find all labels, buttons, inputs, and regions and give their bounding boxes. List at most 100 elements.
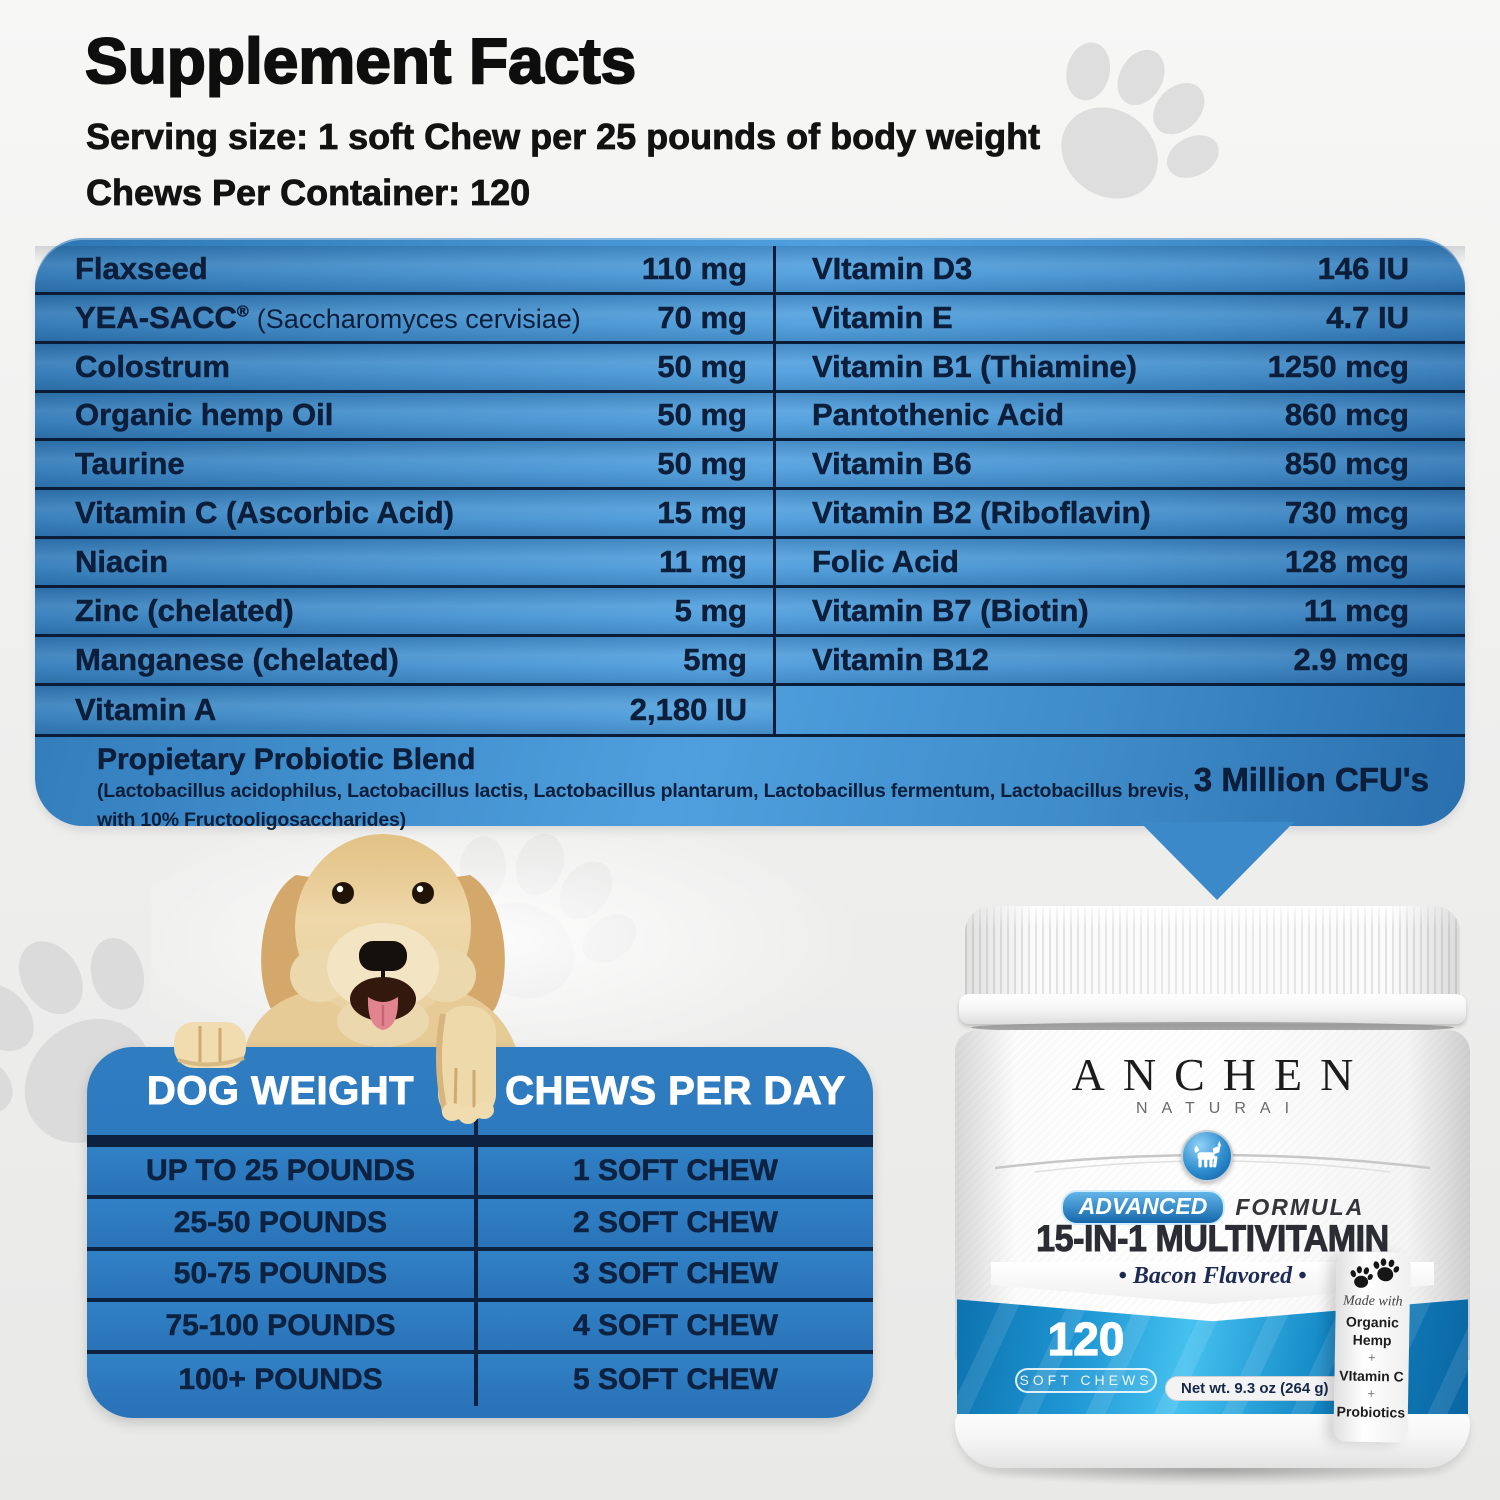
chew-count-unit: SOFT CHEWS — [1015, 1368, 1157, 1393]
ingredient-name: Vitamin E — [812, 299, 953, 336]
ingredient-name: Niacin — [75, 543, 169, 580]
ingredient-name: Vitamin A — [75, 692, 217, 728]
dosage-row: 100+ POUNDS 5 SOFT CHEW — [87, 1354, 873, 1406]
dosage-row: 50-75 POUNDS 3 SOFT CHEW — [87, 1250, 873, 1303]
made-with-label: Made with — [1342, 1293, 1403, 1310]
serving-size-line: Serving size: 1 soft Chew per 25 pounds … — [86, 116, 1041, 158]
ingredient-amount: 50 mg — [657, 446, 747, 482]
supplement-row: Vitamin A 2,180 IU — [35, 685, 773, 735]
ingredient-name: Vitamin B7 (Biotin) — [812, 592, 1089, 629]
speech-bubble-tail — [1140, 822, 1294, 900]
ingredient-amount: 2,180 IU — [629, 692, 748, 728]
ingredient-amount: 4.7 IU — [1326, 299, 1409, 336]
chews-per-day-value: 1 SOFT CHEW — [572, 1153, 779, 1187]
ingredient-name: Taurine — [75, 446, 185, 482]
ingredient-name: Vitamin B2 (Riboflavin) — [812, 495, 1151, 531]
supplement-row: Pantothenic Acid 860 mcg — [776, 392, 1465, 442]
made-with-item: Probiotics — [1336, 1403, 1406, 1421]
supplement-row: Vitamin E 4.7 IU — [776, 294, 1465, 344]
supplement-right-column: VItamin D3 146 IU Vitamin E 4.7 IU Vitam… — [773, 246, 1465, 734]
ingredient-amount: 850 mcg — [1284, 446, 1410, 482]
supplement-columns: Flaxseed 110 mg YEA-SACC® (Saccharomyces … — [35, 238, 1465, 737]
probiotic-blend-amount: 3 Million CFU's — [1193, 761, 1429, 799]
ingredient-name: Organic hemp Oil — [75, 397, 334, 433]
ingredient-name: Zinc (chelated) — [75, 592, 294, 629]
ingredient-amount: 50 mg — [657, 397, 747, 433]
supplement-row: Flaxseed 110 mg — [35, 246, 773, 295]
advanced-pill: ADVANCED — [1060, 1190, 1226, 1225]
brand-subtitle: NATURAI — [1135, 1100, 1304, 1117]
supplement-row: Vitamin B12 2.9 mcg — [776, 636, 1465, 686]
jar-mouth-shadow — [971, 1022, 1454, 1033]
ingredient-amount: 1250 mcg — [1267, 348, 1409, 384]
supplement-left-column: Flaxseed 110 mg YEA-SACC® (Saccharomyces … — [35, 246, 773, 735]
page-title: Supplement Facts — [84, 24, 637, 98]
chews-per-container-line: Chews Per Container: 120 — [86, 172, 531, 214]
chew-count: 120 — [1047, 1312, 1125, 1365]
dosage-row: 75-100 POUNDS 4 SOFT CHEW — [87, 1302, 873, 1355]
supplement-row: YEA-SACC® (Saccharomyces cervisiae) 70 mg — [35, 294, 773, 344]
chews-per-day-value: 5 SOFT CHEW — [572, 1363, 779, 1397]
ingredient-name: Vitamin B6 — [812, 446, 972, 482]
dosage-table-body: UP TO 25 POUNDS 1 SOFT CHEW 25-50 POUNDS… — [87, 1147, 873, 1406]
supplement-row: Vitamin B6 850 mcg — [776, 441, 1465, 491]
ingredient-amount: 730 mcg — [1284, 495, 1410, 531]
ingredient-name: Vitamin B12 — [812, 641, 989, 677]
brand-name: ANCHEN — [1071, 1049, 1372, 1100]
probiotic-blend-section: Propietary Probiotic Blend (Lactobacillu… — [35, 737, 1465, 831]
ingredient-amount: 70 mg — [657, 299, 747, 336]
ingredient-amount: 860 mcg — [1284, 397, 1410, 433]
ingredient-amount: 5 mg — [674, 592, 747, 629]
flavor-text: • Bacon Flavored • — [1118, 1263, 1307, 1289]
ingredient-amount: 15 mg — [657, 495, 747, 531]
probiotic-blend-title: Propietary Probiotic Blend — [97, 743, 476, 777]
dosage-row: 25-50 POUNDS 2 SOFT CHEW — [87, 1198, 873, 1251]
ingredient-name: Vitamin C (Ascorbic Acid) — [75, 495, 454, 531]
ingredient-amount: 110 mg — [641, 250, 748, 287]
ingredient-amount: 146 IU — [1317, 250, 1409, 287]
supplement-row: Vitamin B2 (Riboflavin) 730 mcg — [776, 490, 1465, 540]
ingredient-name: YEA-SACC® (Saccharomyces cervisiae) — [75, 299, 581, 336]
ingredient-amount: 5mg — [683, 641, 747, 677]
ingredient-amount: 11 mcg — [1303, 592, 1410, 629]
chews-per-day-value: 2 SOFT CHEW — [572, 1205, 779, 1239]
dog-weight-value: 75-100 POUNDS — [87, 1302, 478, 1351]
ingredient-name: Colostrum — [75, 348, 231, 384]
probiotic-blend-detail: (Lactobacillus acidophilus, Lactobacillu… — [97, 780, 1189, 831]
made-with-item: VItamin C — [1339, 1367, 1404, 1385]
dog-weight-value: 100+ POUNDS — [87, 1354, 478, 1406]
supplement-row: Organic hemp Oil 50 mg — [35, 392, 773, 442]
dosage-table-header: DOG WEIGHT CHEWS PER DAY — [87, 1047, 873, 1147]
supplement-row: Folic Acid 128 mcg — [776, 539, 1465, 588]
formula-label: FORMULA — [1235, 1194, 1365, 1220]
chews-per-day-header: CHEWS PER DAY — [505, 1068, 846, 1113]
ingredient-name: Vitamin B1 (Thiamine) — [812, 348, 1138, 384]
supplement-row: Colostrum 50 mg — [35, 343, 773, 393]
dog-badge-icon — [1181, 1130, 1233, 1182]
ingredient-amount: 128 mcg — [1284, 543, 1410, 580]
supplement-row: Vitamin B1 (Thiamine) 1250 mcg — [776, 343, 1465, 393]
paw-watermark-icon — [992, 0, 1264, 263]
supplement-row: Niacin 11 mg — [35, 539, 773, 588]
puppy-paws-overlay — [174, 1006, 496, 1124]
supplement-row: Zinc (chelated) 5 mg — [35, 587, 773, 637]
supplement-row: Manganese (chelated) 5mg — [35, 636, 773, 686]
ingredient-amount: 11 mg — [659, 543, 747, 580]
ingredient-amount: 50 mg — [657, 348, 747, 384]
jar-cap-rim — [959, 994, 1466, 1024]
product-jar: ANCHEN NATURAI — [955, 900, 1470, 1500]
dosage-table: DOG WEIGHT CHEWS PER DAY UP TO 25 POUNDS… — [87, 1047, 873, 1418]
product-name: 15-IN-1 MULTIVITAMIN — [1036, 1218, 1390, 1260]
chews-per-day-value: 3 SOFT CHEW — [572, 1257, 779, 1291]
supplement-row: VItamin D3 146 IU — [776, 246, 1465, 295]
supplement-row: Vitamin B7 (Biotin) 11 mcg — [776, 587, 1465, 637]
made-with-item: + — [1367, 1349, 1376, 1366]
ingredient-name: Folic Acid — [812, 543, 959, 580]
supplement-row: Vitamin C (Ascorbic Acid) 15 mg — [35, 490, 773, 540]
dog-weight-value: 50-75 POUNDS — [87, 1250, 478, 1299]
made-with-items: Organic Hemp + VItamin C + Probiotics — [1334, 1312, 1410, 1421]
made-with-item: Organic Hemp — [1345, 1313, 1400, 1349]
dosage-row: UP TO 25 POUNDS 1 SOFT CHEW — [87, 1147, 873, 1199]
ingredient-name: Pantothenic Acid — [812, 397, 1065, 433]
